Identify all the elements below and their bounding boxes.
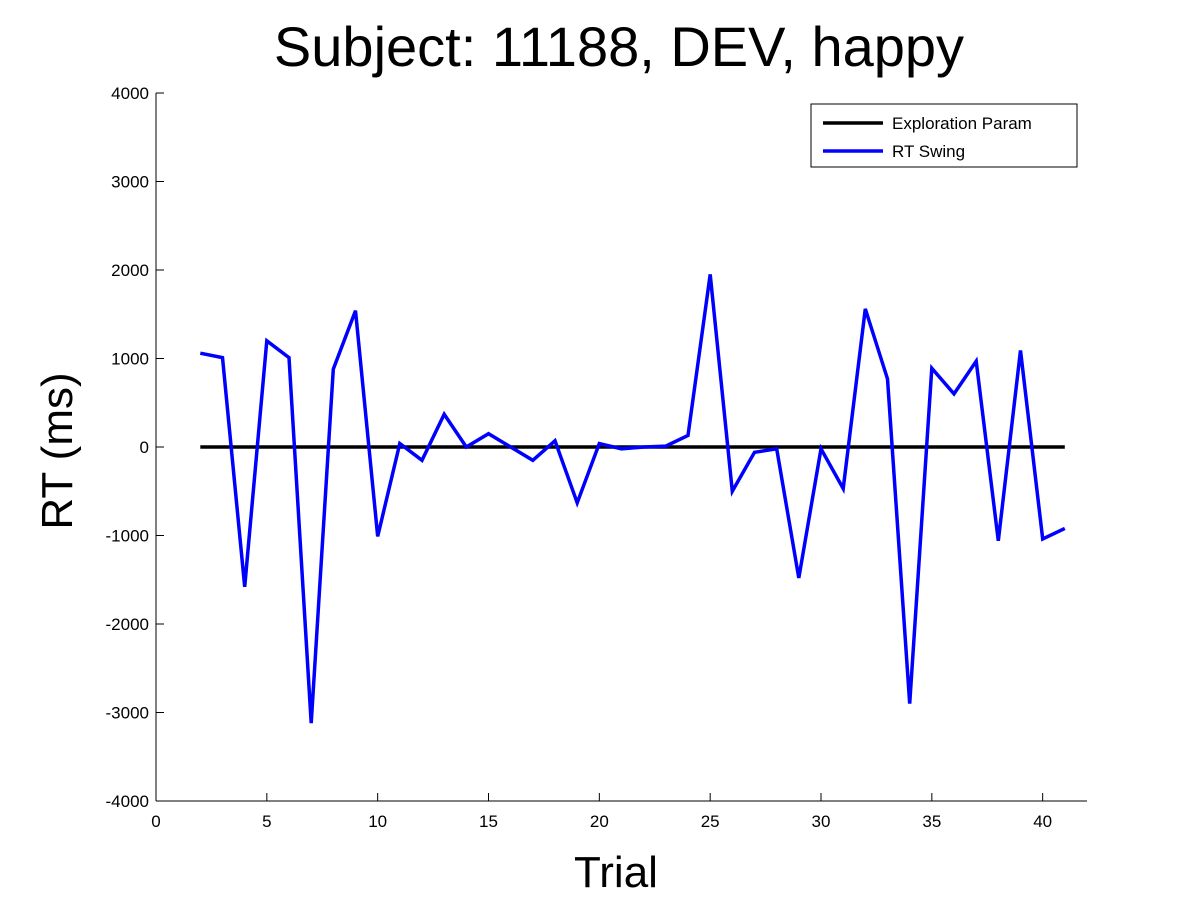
x-tick-label: 20 xyxy=(590,812,609,831)
x-tick-label: 0 xyxy=(151,812,160,831)
y-tick-label: -3000 xyxy=(106,704,149,723)
x-tick-label: 5 xyxy=(262,812,271,831)
x-tick-label: 25 xyxy=(701,812,720,831)
x-tick-label: 30 xyxy=(812,812,831,831)
y-axis-label: RT (ms) xyxy=(33,372,82,529)
chart-title: Subject: 11188, DEV, happy xyxy=(274,15,964,78)
x-tick-label: 35 xyxy=(922,812,941,831)
series-layer xyxy=(199,274,1066,724)
y-axis-ticks: -4000 -3000 -2000 -1000 0 1000 2000 3000 4000 xyxy=(106,84,164,811)
legend-box xyxy=(810,103,1078,168)
x-axis-label: Trial xyxy=(574,848,658,897)
y-tick-label: 2000 xyxy=(111,261,149,280)
series-line-rt-swing xyxy=(199,274,1066,724)
y-tick-label: -4000 xyxy=(106,792,149,811)
y-tick-label: -1000 xyxy=(106,527,149,546)
x-tick-label: 40 xyxy=(1033,812,1052,831)
x-tick-label: 15 xyxy=(479,812,498,831)
y-tick-label: 4000 xyxy=(111,84,149,103)
y-tick-label: 0 xyxy=(140,438,149,457)
legend-entry-label: Exploration Param xyxy=(892,114,1032,133)
x-axis-ticks: 0 5 10 15 20 25 30 35 40 xyxy=(151,793,1052,831)
y-tick-label: -2000 xyxy=(106,615,149,634)
x-tick-label: 10 xyxy=(368,812,387,831)
legend-entry-label: RT Swing xyxy=(892,142,965,161)
legend: Exploration Param RT Swing xyxy=(810,103,1078,168)
y-tick-label: 3000 xyxy=(111,173,149,192)
y-tick-label: 1000 xyxy=(111,350,149,369)
